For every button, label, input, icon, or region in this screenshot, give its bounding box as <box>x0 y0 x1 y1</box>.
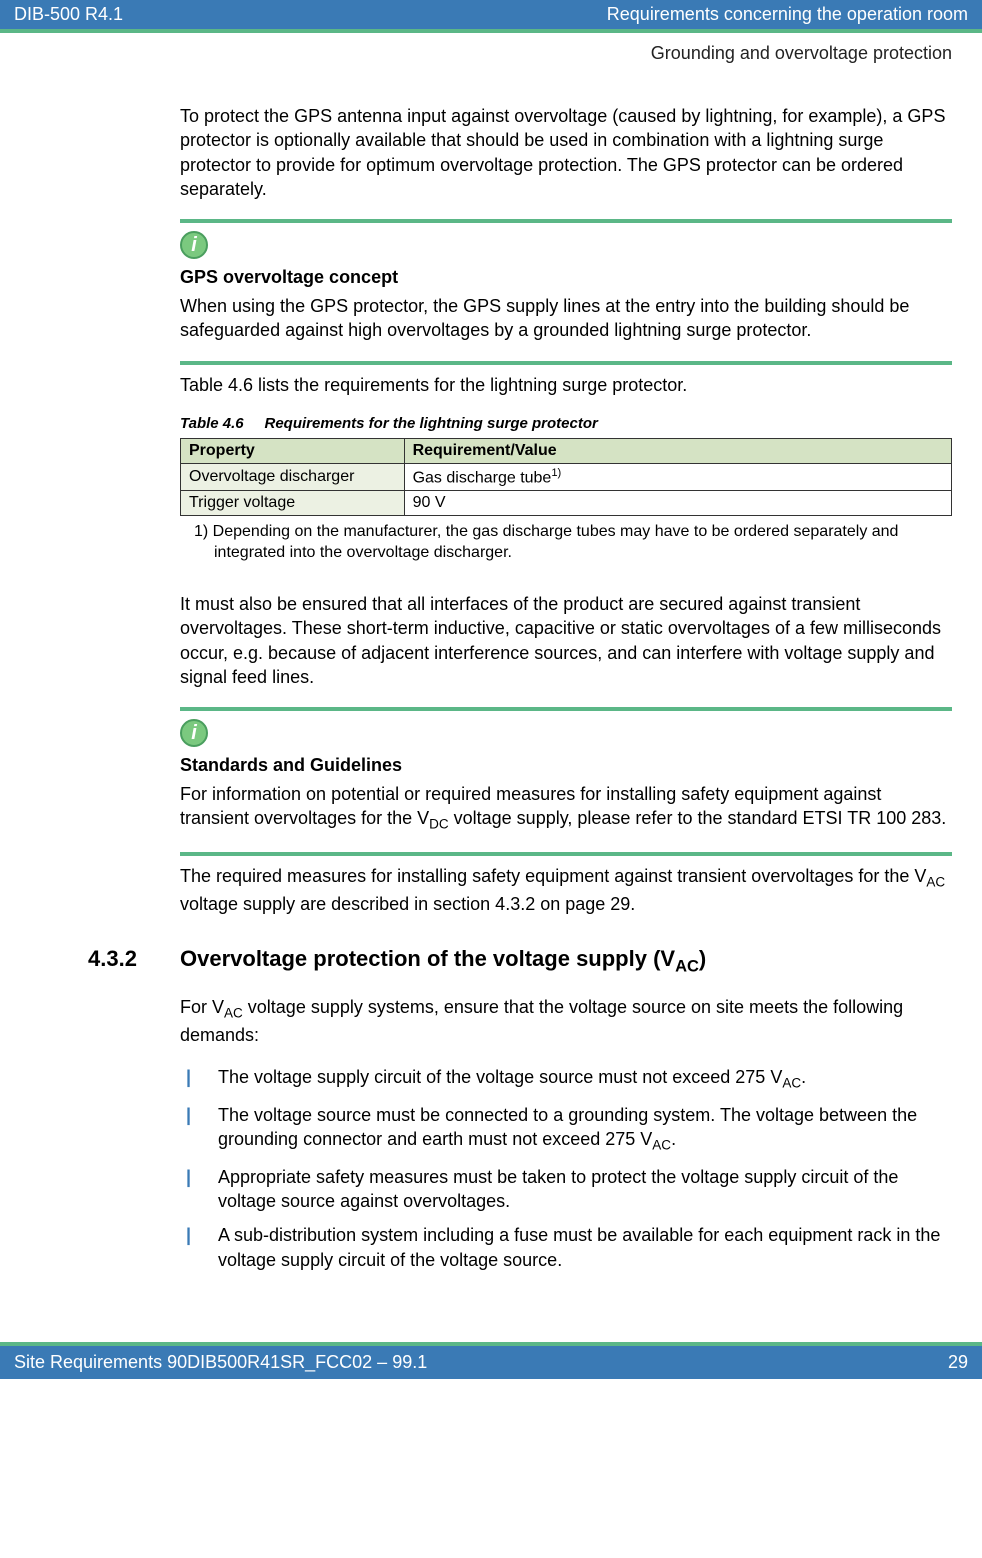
callout2-title: Standards and Guidelines <box>180 755 952 776</box>
bullet-sub: AC <box>652 1138 671 1153</box>
table-row: Trigger voltage 90 V <box>181 491 952 516</box>
page-header: DIB-500 R4.1 Requirements concerning the… <box>0 0 982 29</box>
info-icon-wrap: i <box>180 719 952 747</box>
footer-page-number: 29 <box>948 1352 968 1373</box>
table-caption-text: Requirements for the lightning surge pro… <box>264 415 597 432</box>
chapter-title: Requirements concerning the operation ro… <box>607 4 968 25</box>
section-title-pre: Overvoltage protection of the voltage su… <box>180 946 675 971</box>
info-icon: i <box>180 231 208 259</box>
table-col2-header: Requirement/Value <box>404 439 951 464</box>
section-intro: For VAC voltage supply systems, ensure t… <box>180 995 952 1047</box>
bullet-pre: The voltage supply circuit of the voltag… <box>218 1067 782 1087</box>
page-footer: Site Requirements 90DIB500R41SR_FCC02 – … <box>0 1346 982 1379</box>
table-intro: Table 4.6 lists the requirements for the… <box>180 373 952 397</box>
section-subtitle: Grounding and overvoltage protection <box>0 33 982 64</box>
table-cell-val-text: Gas discharge tube <box>413 469 552 486</box>
table-col1-header: Property <box>181 439 405 464</box>
bullet-post: . <box>671 1129 676 1149</box>
intro-paragraph: To protect the GPS antenna input against… <box>180 104 952 201</box>
bullet-post: . <box>801 1067 806 1087</box>
section-title-sub: AC <box>675 958 699 976</box>
doc-id: DIB-500 R4.1 <box>14 4 123 25</box>
callout2-rule-bottom <box>180 852 952 856</box>
list-item: Appropriate safety measures must be take… <box>180 1165 952 1214</box>
section-intro-sub: AC <box>224 1005 243 1020</box>
section-intro-post: voltage supply systems, ensure that the … <box>180 997 903 1045</box>
table-header-row: Property Requirement/Value <box>181 439 952 464</box>
mid-paragraph: It must also be ensured that all interfa… <box>180 592 952 689</box>
table-cell-val: Gas discharge tube1) <box>404 464 951 491</box>
table-cell-sup: 1) <box>551 467 561 479</box>
page-content: To protect the GPS antenna input against… <box>0 64 982 1302</box>
table-cell-val: 90 V <box>404 491 951 516</box>
callout2-body-sub: DC <box>429 817 449 832</box>
callout-rule-top <box>180 219 952 223</box>
info-icon: i <box>180 719 208 747</box>
section-number: 4.3.2 <box>88 946 180 976</box>
after-callout2-sub: AC <box>926 875 945 890</box>
list-item: The voltage source must be connected to … <box>180 1103 952 1155</box>
after-callout2-post: voltage supply are described in section … <box>180 894 635 914</box>
callout2-rule-top <box>180 707 952 711</box>
after-callout2-pre: The required measures for installing saf… <box>180 866 926 886</box>
section-heading: 4.3.2 Overvoltage protection of the volt… <box>88 946 952 976</box>
info-icon-wrap: i <box>180 231 952 259</box>
table-cell-prop: Overvoltage discharger <box>181 464 405 491</box>
section-intro-pre: For V <box>180 997 224 1017</box>
footer-left: Site Requirements 90DIB500R41SR_FCC02 – … <box>14 1352 427 1373</box>
bullet-sub: AC <box>782 1076 801 1091</box>
table-cell-prop: Trigger voltage <box>181 491 405 516</box>
bullet-list: The voltage supply circuit of the voltag… <box>180 1065 952 1272</box>
list-item: The voltage supply circuit of the voltag… <box>180 1065 952 1093</box>
bullet-pre: A sub-distribution system including a fu… <box>218 1225 940 1269</box>
table-caption: Table 4.6 Requirements for the lightning… <box>180 415 952 432</box>
after-callout2: The required measures for installing saf… <box>180 864 952 916</box>
callout1-title: GPS overvoltage concept <box>180 267 952 288</box>
table-caption-prefix: Table 4.6 <box>180 415 244 432</box>
callout2-body: For information on potential or required… <box>180 782 952 834</box>
table-footnote: 1) Depending on the manufacturer, the ga… <box>180 522 952 564</box>
callout1-body: When using the GPS protector, the GPS su… <box>180 294 952 343</box>
list-item: A sub-distribution system including a fu… <box>180 1223 952 1272</box>
table-row: Overvoltage discharger Gas discharge tub… <box>181 464 952 491</box>
section-title: Overvoltage protection of the voltage su… <box>180 946 706 976</box>
bullet-pre: The voltage source must be connected to … <box>218 1105 917 1149</box>
callout-rule-bottom <box>180 361 952 365</box>
callout2-body-post: voltage supply, please refer to the stan… <box>449 808 947 828</box>
bullet-pre: Appropriate safety measures must be take… <box>218 1167 898 1211</box>
requirements-table: Property Requirement/Value Overvoltage d… <box>180 438 952 516</box>
section-title-post: ) <box>699 946 706 971</box>
